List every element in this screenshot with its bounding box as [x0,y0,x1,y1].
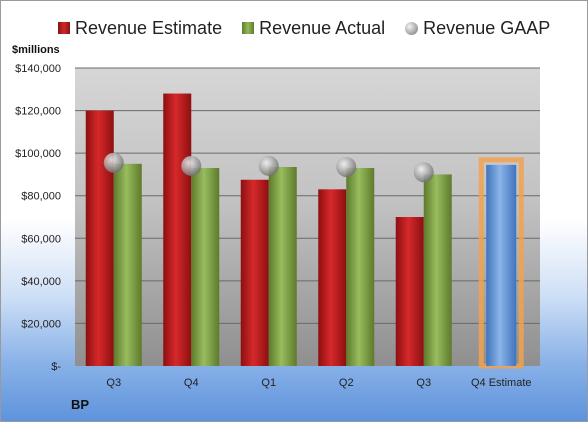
x-tick-label: Q3 [106,377,121,389]
legend-swatch-gaap [405,21,419,35]
marker-revenue-gaap [336,156,357,177]
x-tick-label: Q2 [339,377,354,389]
bar-revenue-actual [346,168,375,366]
gaap-markers [103,152,434,183]
legend-item-actual: Revenue Actual [242,18,385,39]
marker-revenue-gaap [181,155,202,176]
legend: Revenue Estimate Revenue Actual Revenue … [58,16,550,40]
gridlines [75,67,540,324]
x-tick-label: Q4 Estimate [471,377,532,389]
bar-revenue-actual [423,174,452,366]
x-tick-label: Q3 [416,377,431,389]
legend-swatch-estimate [58,22,70,34]
bar-q4-estimate [486,164,517,366]
legend-swatch-actual [242,22,255,34]
plot-area [75,68,540,366]
marker-revenue-gaap [103,152,124,173]
bar-revenue-estimate [240,179,269,366]
legend-item-estimate: Revenue Estimate [58,18,222,39]
company-label: BP [71,397,90,412]
y-tick-label: $40,000 [21,276,61,288]
marker-revenue-gaap [413,162,434,183]
y-tick-label: $100,000 [15,148,61,160]
legend-item-gaap: Revenue GAAP [405,18,550,39]
y-tick-label: $- [51,361,61,373]
legend-label-actual: Revenue Actual [259,17,386,38]
y-tick-label: $60,000 [21,233,61,245]
bar-revenue-estimate [85,110,114,366]
bar-revenue-estimate [318,189,347,366]
y-tick-label: $120,000 [15,106,61,118]
y-tick-label: $140,000 [15,63,61,75]
legend-label-estimate: Revenue Estimate [75,17,223,38]
bars [85,93,524,369]
bar-revenue-actual [113,163,142,366]
marker-revenue-gaap [258,155,279,176]
bar-revenue-actual [268,166,297,366]
x-tick-label: Q4 [184,377,199,389]
bar-revenue-estimate [395,217,424,366]
y-axis-title: $millions [12,44,60,56]
x-tick-label: Q1 [261,377,276,389]
bar-revenue-actual [191,168,220,366]
bar-revenue-estimate [163,93,192,367]
y-tick-label: $20,000 [21,318,61,330]
y-tick-label: $80,000 [21,191,61,203]
x-axis-labels: Q3 Q4 Q1 Q2 Q3 Q4 Estimate [106,377,531,389]
y-axis-ticks: $- $20,000 $40,000 $60,000 $80,000 $100,000 $1… [15,63,61,373]
legend-label-gaap: Revenue GAAP [423,17,551,38]
